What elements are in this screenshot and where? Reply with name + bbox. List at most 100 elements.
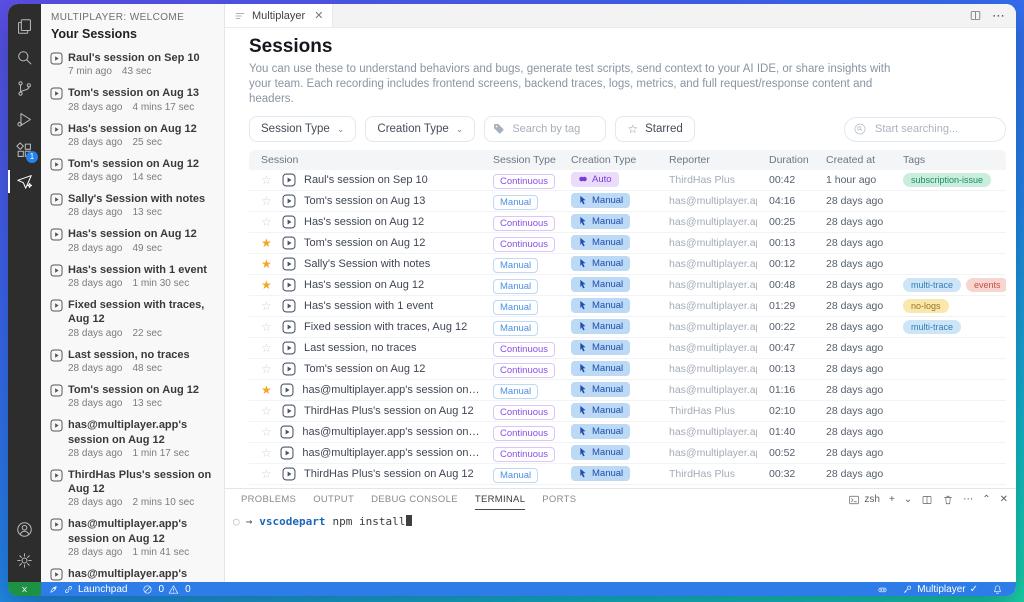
star-toggle[interactable]: ☆ <box>261 299 272 313</box>
table-row[interactable]: ☆ ThirdHas Plus's session on Aug 12 Manu… <box>249 464 1006 485</box>
sidebar-session-item[interactable]: has@multiplayer.app's session on Aug 12 … <box>41 414 224 464</box>
multiplayer-status-item[interactable]: Multiplayer ✓ <box>895 582 985 596</box>
explorer-icon[interactable] <box>8 11 41 42</box>
multiplayer-icon[interactable] <box>8 166 41 197</box>
extensions-icon[interactable]: 1 <box>8 135 41 166</box>
sidebar-session-item[interactable]: ThirdHas Plus's session on Aug 12 28 day… <box>41 464 224 514</box>
table-row[interactable]: ☆ ThirdHas Plus's session on Aug 12 Cont… <box>249 401 1006 422</box>
star-toggle[interactable]: ★ <box>261 236 272 250</box>
terminal[interactable]: ○ → vscodepart npm install <box>225 510 1016 582</box>
sidebar-session-item[interactable]: Has's session with 1 event 28 days ago 1… <box>41 259 224 294</box>
panel-tab[interactable]: OUTPUT <box>313 493 355 505</box>
star-toggle[interactable]: ☆ <box>261 467 272 481</box>
sidebar-session-item[interactable]: has@multiplayer.app's session on Aug 12 … <box>41 563 224 582</box>
play-icon[interactable] <box>282 236 296 250</box>
table-row[interactable]: ☆ Raul's session on Sep 10 Continuous Au… <box>249 170 1006 191</box>
col-created-at[interactable]: Created at <box>826 154 876 166</box>
maximize-panel-icon[interactable]: ⌃ <box>982 494 991 505</box>
play-icon[interactable] <box>282 257 296 271</box>
star-toggle[interactable]: ☆ <box>261 341 272 355</box>
play-icon[interactable] <box>282 341 296 355</box>
sidebar-session-item[interactable]: Tom's session on Aug 12 28 days ago 13 s… <box>41 379 224 414</box>
table-row[interactable]: ☆ Has's session with 1 event Manual Manu… <box>249 296 1006 317</box>
new-terminal-icon[interactable]: + <box>888 494 895 505</box>
col-tags[interactable]: Tags <box>903 154 926 166</box>
star-toggle[interactable]: ★ <box>261 257 272 271</box>
col-creation-type[interactable]: Creation Type <box>571 154 637 166</box>
table-row[interactable]: ☆ Tom's session on Aug 12 Continuous Man… <box>249 359 1006 380</box>
problems-status-item[interactable]: 0 0 <box>135 582 198 596</box>
play-icon[interactable] <box>282 299 296 313</box>
table-row[interactable]: ☆ Fixed session with traces, Aug 12 Manu… <box>249 317 1006 338</box>
star-toggle[interactable]: ☆ <box>261 425 272 439</box>
account-icon[interactable] <box>8 514 41 545</box>
panel-tab[interactable]: PROBLEMS <box>241 493 297 505</box>
play-icon[interactable] <box>280 446 294 460</box>
copilot-status-item[interactable] <box>870 582 895 596</box>
sidebar-session-item[interactable]: Sally's Session with notes 28 days ago 1… <box>41 188 224 223</box>
table-row[interactable]: ☆ has@multiplayer.app's session on Aug 1… <box>249 443 1006 464</box>
sidebar-session-item[interactable]: Has's session on Aug 12 28 days ago 25 s… <box>41 118 224 153</box>
close-panel-icon[interactable]: ✕ <box>999 494 1008 505</box>
table-row[interactable]: ★ Has's session on Aug 12 Manual Manual … <box>249 275 1006 296</box>
star-toggle[interactable]: ☆ <box>261 194 272 208</box>
star-toggle[interactable]: ☆ <box>261 320 272 334</box>
remote-indicator[interactable] <box>8 582 41 596</box>
table-row[interactable]: ☆ Last session, no traces Continuous Man… <box>249 338 1006 359</box>
col-duration[interactable]: Duration <box>769 154 809 166</box>
terminal-dropdown-icon[interactable]: ⌄ <box>903 494 913 505</box>
sidebar-session-item[interactable]: Fixed session with traces, Aug 12 28 day… <box>41 294 224 344</box>
editor-more-icon[interactable]: ⋯ <box>992 7 1006 23</box>
sidebar-session-item[interactable]: Has's session on Aug 12 28 days ago 49 s… <box>41 223 224 258</box>
panel-tab[interactable]: DEBUG CONSOLE <box>371 493 458 505</box>
table-row[interactable]: ★ Tom's session on Aug 12 Continuous Man… <box>249 233 1006 254</box>
play-icon[interactable] <box>282 320 296 334</box>
tab-close-icon[interactable]: ✕ <box>314 10 324 22</box>
global-search-input[interactable] <box>844 116 1006 142</box>
star-toggle[interactable]: ☆ <box>261 404 272 418</box>
col-session[interactable]: Session <box>261 154 299 166</box>
star-toggle[interactable]: ☆ <box>261 173 272 187</box>
kill-terminal-icon[interactable] <box>942 494 954 506</box>
sidebar-session-item[interactable]: Tom's session on Aug 13 28 days ago 4 mi… <box>41 82 224 117</box>
table-row[interactable]: ☆ Tom's session on Aug 13 Manual Manual … <box>249 191 1006 212</box>
play-icon[interactable] <box>282 362 296 376</box>
shell-chip[interactable]: zsh <box>848 494 880 506</box>
split-editor-icon[interactable] <box>969 9 982 22</box>
play-icon[interactable] <box>280 383 294 397</box>
table-row[interactable]: ★ Sally's Session with notes Manual Manu… <box>249 254 1006 275</box>
notifications-bell-icon[interactable] <box>985 582 1010 596</box>
play-icon[interactable] <box>282 215 296 229</box>
sidebar-session-item[interactable]: has@multiplayer.app's session on Aug 12 … <box>41 513 224 563</box>
panel-tab[interactable]: PORTS <box>542 493 577 505</box>
play-icon[interactable] <box>282 194 296 208</box>
starred-filter[interactable]: ☆ Starred <box>615 116 695 142</box>
session-type-filter[interactable]: Session Type ⌄ <box>249 116 357 142</box>
star-toggle[interactable]: ★ <box>261 278 272 292</box>
play-icon[interactable] <box>282 404 296 418</box>
table-row[interactable]: ☆ has@multiplayer.app's session on Aug 1… <box>249 422 1006 443</box>
table-row[interactable]: ★ has@multiplayer.app's session on Aug 1… <box>249 380 1006 401</box>
split-terminal-icon[interactable] <box>921 494 933 506</box>
sidebar-session-item[interactable]: Last session, no traces 28 days ago 48 s… <box>41 344 224 379</box>
col-reporter[interactable]: Reporter <box>669 154 710 166</box>
panel-more-icon[interactable]: ⋯ <box>963 494 974 505</box>
tab-multiplayer[interactable]: Multiplayer ✕ <box>225 4 334 27</box>
run-debug-icon[interactable] <box>8 104 41 135</box>
star-toggle[interactable]: ★ <box>261 383 272 397</box>
star-toggle[interactable]: ☆ <box>261 362 272 376</box>
star-toggle[interactable]: ☆ <box>261 446 272 460</box>
star-toggle[interactable]: ☆ <box>261 215 272 229</box>
settings-gear-icon[interactable] <box>8 545 41 576</box>
play-icon[interactable] <box>282 467 296 481</box>
play-icon[interactable] <box>282 278 296 292</box>
col-session-type[interactable]: Session Type <box>493 154 556 166</box>
creation-type-filter[interactable]: Creation Type ⌄ <box>365 116 476 142</box>
panel-tab[interactable]: TERMINAL <box>474 489 526 510</box>
sidebar-session-item[interactable]: Raul's session on Sep 10 7 min ago 43 se… <box>41 47 224 82</box>
play-icon[interactable] <box>280 425 294 439</box>
play-icon[interactable] <box>282 173 296 187</box>
table-row[interactable]: ☆ Has's session on Aug 12 Continuous Man… <box>249 212 1006 233</box>
source-control-icon[interactable] <box>8 73 41 104</box>
launchpad-status-item[interactable]: Launchpad <box>41 582 135 596</box>
